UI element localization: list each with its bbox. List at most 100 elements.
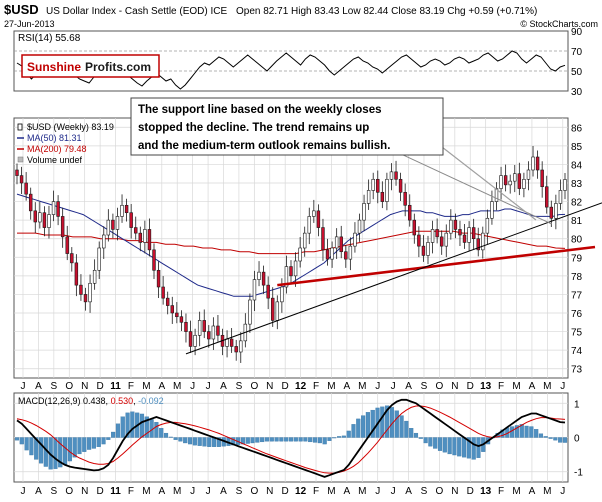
macd-hist-bar — [67, 437, 72, 462]
macd-hist-bar — [53, 437, 58, 469]
macd-hist-bar — [288, 437, 294, 442]
candle-body — [134, 227, 138, 234]
macd-hist-bar — [399, 415, 404, 438]
macd-hist-bar — [389, 407, 395, 438]
x-tick-label: M — [358, 381, 366, 392]
trend-line — [185, 202, 602, 355]
candle-body — [211, 325, 216, 340]
candle-body — [42, 212, 47, 228]
x-tick-label-bottom: O — [436, 486, 444, 497]
rsi-tick-label: 90 — [571, 27, 583, 38]
x-tick-label-bottom: J — [560, 486, 565, 497]
macd-line — [16, 398, 566, 478]
x-tick-label: D — [467, 381, 474, 392]
callout-pointer — [441, 146, 537, 221]
x-tick-label: A — [220, 381, 227, 392]
candle-body — [47, 214, 51, 228]
x-tick-label-bottom: D — [282, 486, 289, 497]
candle-body — [371, 178, 375, 191]
macd-hist-bar — [298, 437, 303, 442]
x-tick-label-bottom: N — [81, 486, 88, 497]
macd-hist-bar — [62, 437, 68, 466]
macd-legend-main: MACD(12,26,9) 0.438 — [18, 396, 106, 406]
x-tick-label-bottom: A — [35, 486, 42, 497]
x-tick-label-bottom: S — [421, 486, 428, 497]
x-tick-label-bottom: N — [451, 486, 458, 497]
instrument-name: US Dollar Index - Cash Settle (EOD) ICE — [46, 6, 227, 17]
x-tick-label: J — [375, 381, 380, 392]
x-tick-label: 11 — [110, 381, 121, 392]
price-gridlines — [14, 118, 568, 378]
price-tick-label: 74 — [571, 346, 583, 357]
candle-body — [462, 234, 467, 243]
candle-body — [175, 312, 179, 318]
candle-body — [275, 301, 280, 321]
candle-body — [334, 236, 339, 249]
macd-legend-sep2: , — [133, 396, 138, 406]
candle-body — [302, 232, 307, 249]
candle-body — [531, 156, 535, 171]
macd-hist-bar — [168, 436, 173, 438]
macd-hist-bar — [433, 437, 438, 449]
candle-body — [476, 238, 480, 251]
legend-entry: MA(200) 79.48 — [27, 144, 87, 154]
macd-hist-bar — [529, 426, 534, 438]
macd-panel: 1 0 -1 MACD(12,26,9) 0.438, 0.530, -0.092 — [13, 392, 583, 483]
candle-body — [321, 227, 325, 251]
candle-body — [225, 338, 229, 347]
ohlc-readout: Open 82.71 High 83.43 Low 82.44 Close 83… — [236, 6, 537, 17]
macd-hist-bar — [274, 437, 279, 442]
macd-hist-bar — [562, 437, 568, 443]
logo: Sunshine Profits.com — [21, 54, 160, 78]
macd-hist-bar — [336, 436, 342, 438]
x-tick-label: J — [21, 381, 26, 392]
candle-body — [111, 219, 115, 230]
candle-body — [239, 340, 243, 353]
price-tick-label: 83 — [571, 179, 583, 190]
macd-hist-bar — [293, 437, 298, 442]
macd-hist-bar — [303, 437, 308, 442]
candle-body — [65, 236, 69, 254]
candle-body — [248, 299, 252, 325]
candle-body — [257, 271, 261, 280]
macd-hist-bar — [466, 437, 471, 459]
candle-body — [161, 286, 165, 299]
candle-body — [165, 297, 170, 306]
x-tick-label: N — [266, 381, 273, 392]
macd-hist-bar — [192, 437, 197, 446]
candle-body — [325, 249, 330, 260]
macd-hist-bar — [519, 424, 524, 438]
rsi-tick-label: 30 — [571, 87, 583, 98]
x-tick-label: D — [96, 381, 103, 392]
price-tick-label: 80 — [571, 235, 583, 246]
macd-axis: 1 0 -1 — [574, 399, 583, 478]
macd-hist-bar — [202, 437, 207, 447]
macd-hist-bar — [260, 437, 265, 443]
x-tick-label-bottom: J — [375, 486, 380, 497]
copyright-label: © StockCharts.com — [520, 19, 598, 29]
candle-body — [389, 171, 394, 180]
macd-hist-bar — [332, 437, 337, 439]
x-tick-label-bottom: F — [498, 486, 504, 497]
candle-body — [184, 321, 188, 332]
macd-hist-bar — [308, 437, 313, 443]
x-tick-label: J — [206, 381, 211, 392]
macd-hist-bar — [120, 416, 125, 438]
candle-body — [449, 219, 453, 234]
price-tick-label: 86 — [571, 123, 583, 134]
x-tick-label: A — [35, 381, 42, 392]
candle-body — [513, 173, 517, 182]
candle-body — [33, 210, 37, 223]
macd-hist-bar — [279, 437, 284, 442]
candle-body — [481, 232, 485, 251]
macd-hist-bar — [312, 437, 318, 443]
macd-hist-bar — [524, 425, 529, 438]
price-tick-label: 84 — [571, 160, 583, 171]
candle-body — [106, 219, 111, 236]
x-tick-label: N — [81, 381, 88, 392]
candle-body — [385, 178, 389, 202]
x-tick-label-bottom: M — [512, 486, 520, 497]
macd-hist-bar — [351, 424, 356, 438]
x-tick-label-bottom: D — [467, 486, 474, 497]
